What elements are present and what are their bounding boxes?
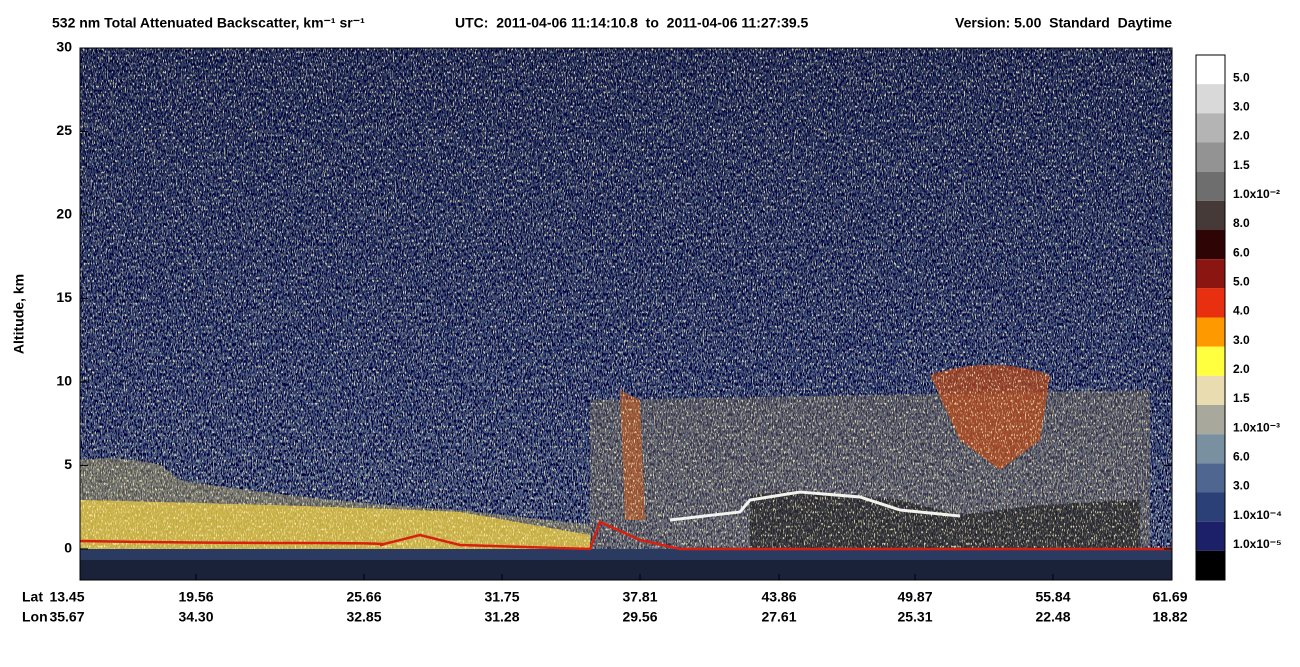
x-tick-label: 43.86: [761, 589, 796, 605]
x-tick-label: 61.69: [1152, 589, 1187, 605]
colorbar-label: 3.0: [1233, 333, 1250, 347]
colorbar-label: 1.0x10⁻³: [1233, 420, 1280, 434]
colorbar-swatch: [1196, 492, 1225, 522]
x-tick-label: 34.30: [178, 609, 213, 625]
colorbar-label: 1.0x10⁻²: [1233, 187, 1280, 201]
colorbar-swatch: [1196, 200, 1225, 230]
x-tick-label: 19.56: [178, 589, 213, 605]
colorbar-swatch: [1196, 463, 1225, 493]
colorbar-label: 1.0x10⁻⁴: [1233, 508, 1282, 522]
colorbar-label: 1.5: [1233, 391, 1250, 405]
colorbar-label: 1.5: [1233, 158, 1250, 172]
colorbar-swatch: [1196, 142, 1225, 172]
colorbar-label: 1.0x10⁻⁵: [1233, 537, 1282, 551]
colorbar-label: 6.0: [1233, 245, 1250, 259]
x-tick-label: 35.67: [49, 609, 84, 625]
y-tick-label: 10: [56, 373, 72, 389]
colorbar-swatch: [1196, 55, 1225, 85]
y-tick-label: 0: [64, 540, 72, 556]
y-tick-label: 15: [56, 289, 72, 305]
y-tick-label: 30: [56, 39, 72, 55]
y-tick-label: 25: [56, 122, 72, 138]
colorbar-label: 2.0: [1233, 129, 1250, 143]
title-utc: UTC: 2011-04-06 11:14:10.8 to 2011-04-06…: [455, 15, 809, 31]
colorbar-label: 5.0: [1233, 70, 1250, 84]
colorbar-swatch: [1196, 550, 1225, 580]
colorbar-swatch: [1196, 113, 1225, 143]
x-tick-label: 49.87: [897, 589, 932, 605]
x-tick-label: 31.75: [484, 589, 519, 605]
curtain: [79, 48, 1172, 580]
colorbar-swatch: [1196, 84, 1225, 114]
colorbar-label: 8.0: [1233, 216, 1250, 230]
colorbar-label: 6.0: [1233, 450, 1250, 464]
colorbar-swatch: [1196, 259, 1225, 289]
colorbar-label: 5.0: [1233, 275, 1250, 289]
x-tick-label: 22.48: [1035, 609, 1070, 625]
y-tick-label: 5: [64, 456, 72, 472]
x-tick-label: 13.45: [49, 589, 84, 605]
colorbar-swatch: [1196, 230, 1225, 260]
colorbar-frame: [1195, 54, 1226, 581]
x-tick-label: 27.61: [761, 609, 796, 625]
colorbar-swatch: [1196, 375, 1225, 405]
x-row-label: Lon: [22, 609, 48, 625]
plot-frame: [79, 47, 1173, 581]
y-axis-label: Altitude, km: [11, 274, 27, 354]
y-tick-label: 20: [56, 206, 72, 222]
x-tick-label: 25.66: [346, 589, 381, 605]
colorbar-label: 3.0: [1233, 100, 1250, 114]
x-tick-label: 32.85: [346, 609, 381, 625]
colorbar-swatch: [1196, 405, 1225, 435]
x-row-label: Lat: [22, 589, 43, 605]
colorbar-swatch: [1196, 317, 1225, 347]
colorbar-swatch: [1196, 346, 1225, 376]
colorbar-swatch: [1196, 521, 1225, 551]
colorbar-label: 2.0: [1233, 362, 1250, 376]
colorbar-swatch: [1196, 171, 1225, 201]
colorbar-swatch: [1196, 288, 1225, 318]
title-version: Version: 5.00 Standard Daytime: [955, 15, 1172, 31]
x-tick-label: 37.81: [622, 589, 657, 605]
x-tick-label: 18.82: [1152, 609, 1187, 625]
colorbar-label: 3.0: [1233, 479, 1250, 493]
x-tick-label: 55.84: [1035, 589, 1070, 605]
x-tick-label: 29.56: [622, 609, 657, 625]
x-tick-label: 31.28: [484, 609, 519, 625]
title: 532 nm Total Attenuated Backscatter, km⁻…: [52, 15, 365, 31]
colorbar-swatch: [1196, 434, 1225, 464]
x-tick-label: 25.31: [897, 609, 932, 625]
colorbar-label: 4.0: [1233, 304, 1250, 318]
